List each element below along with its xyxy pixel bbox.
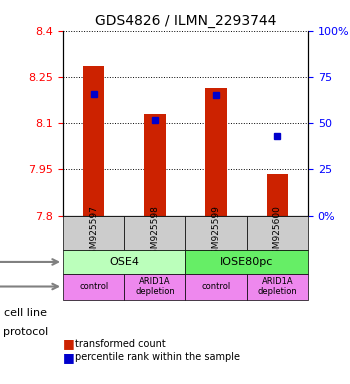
Text: ■: ■ [63, 351, 75, 364]
Text: ARID1A
depletion: ARID1A depletion [258, 277, 297, 296]
Text: GSM925598: GSM925598 [150, 205, 159, 260]
Text: OSE4: OSE4 [109, 257, 139, 267]
Title: GDS4826 / ILMN_2293744: GDS4826 / ILMN_2293744 [95, 14, 276, 28]
FancyBboxPatch shape [247, 273, 308, 300]
Text: percentile rank within the sample: percentile rank within the sample [75, 352, 240, 362]
FancyBboxPatch shape [186, 273, 247, 300]
Text: GSM925597: GSM925597 [89, 205, 98, 260]
FancyBboxPatch shape [124, 216, 186, 250]
Bar [144, 114, 166, 216]
Text: control: control [79, 282, 108, 291]
Bar [83, 66, 104, 216]
Bar [267, 174, 288, 216]
Text: control: control [202, 282, 231, 291]
FancyBboxPatch shape [247, 216, 308, 250]
FancyBboxPatch shape [63, 216, 124, 250]
Bar [205, 88, 227, 216]
Text: ■: ■ [63, 337, 75, 350]
FancyBboxPatch shape [186, 250, 308, 273]
Text: GSM925599: GSM925599 [212, 205, 220, 260]
FancyBboxPatch shape [186, 216, 247, 250]
Text: GSM925600: GSM925600 [273, 205, 282, 260]
FancyBboxPatch shape [63, 250, 186, 273]
Text: protocol: protocol [4, 327, 49, 337]
FancyBboxPatch shape [63, 273, 124, 300]
Text: cell line: cell line [4, 308, 47, 318]
Text: ARID1A
depletion: ARID1A depletion [135, 277, 175, 296]
Text: transformed count: transformed count [75, 339, 166, 349]
Text: IOSE80pc: IOSE80pc [220, 257, 273, 267]
FancyBboxPatch shape [124, 273, 186, 300]
